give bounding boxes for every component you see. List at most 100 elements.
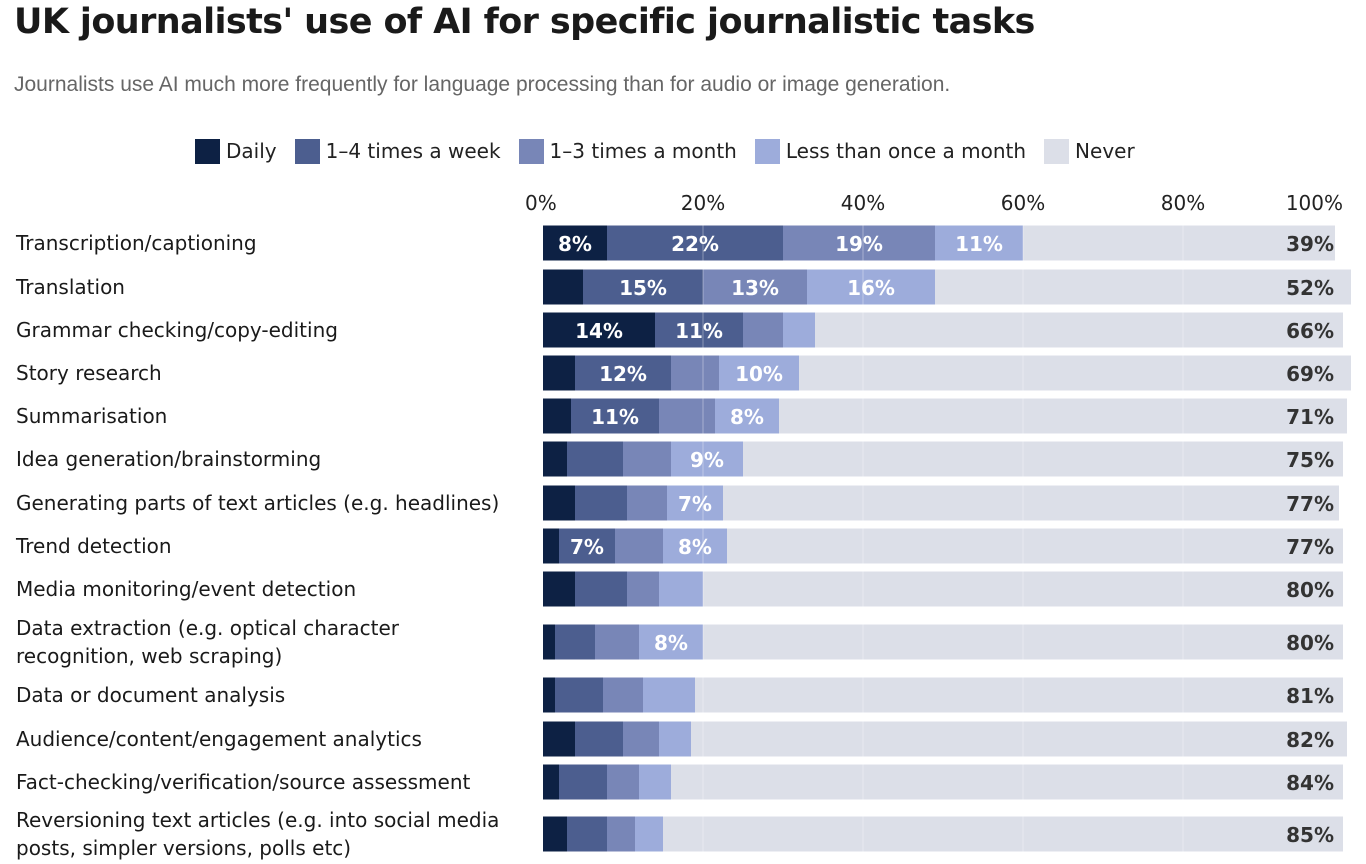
bar-segment-never	[703, 571, 1343, 607]
bar-segment-less-than-once-a-month	[659, 721, 691, 757]
bar-segment-1-4-times-a-week	[555, 677, 603, 713]
bar-segment-daily	[543, 355, 575, 391]
x-tick-label: 60%	[1001, 191, 1045, 215]
bar-segment-never	[799, 355, 1351, 391]
data-label: 77%	[1286, 535, 1334, 559]
legend-item-1-4-times-a-week: 1–4 times a week	[294, 138, 501, 164]
bar-segment-never	[723, 485, 1339, 521]
legend-item-less-than-once-a-month: Less than once a month	[754, 138, 1027, 164]
data-label: 71%	[1286, 405, 1334, 429]
legend-label: Less than once a month	[785, 139, 1027, 163]
data-label: 80%	[1286, 631, 1334, 655]
bar-segment-less-than-once-a-month	[639, 624, 703, 660]
data-label: 11%	[675, 319, 723, 343]
bar-segment-daily	[543, 312, 655, 348]
bar-segment-1-3-times-a-month	[607, 764, 639, 800]
bar-segment-less-than-once-a-month	[663, 528, 727, 564]
bar-segment-1-3-times-a-month	[659, 398, 715, 434]
bar-segment-1-4-times-a-week	[559, 528, 615, 564]
bar-segment-daily	[543, 528, 559, 564]
legend-swatch	[195, 138, 220, 164]
category-label: Story research	[16, 361, 162, 385]
chart-title: UK journalists' use of AI for specific j…	[14, 2, 1035, 42]
category-label: Idea generation/brainstorming	[16, 447, 321, 471]
bar-segment-never	[671, 764, 1343, 800]
bar-segment-less-than-once-a-month	[659, 571, 703, 607]
bar-segment-1-4-times-a-week	[575, 355, 671, 391]
data-label: 8%	[654, 631, 688, 655]
data-label: 66%	[1286, 319, 1334, 343]
bar-segment-1-4-times-a-week	[607, 225, 783, 261]
data-label: 8%	[730, 405, 764, 429]
data-label: 9%	[690, 448, 724, 472]
bar-segment-1-4-times-a-week	[567, 441, 623, 477]
x-tick-label: 20%	[681, 191, 725, 215]
bar-segment-daily	[543, 571, 575, 607]
bar-segment-daily	[543, 677, 555, 713]
bar-segment-never	[815, 312, 1343, 348]
category-label: Data or document analysis	[16, 683, 285, 707]
data-label: 19%	[835, 232, 883, 256]
legend-label: Never	[1075, 139, 1135, 163]
bar-segment-1-4-times-a-week	[555, 624, 595, 660]
legend-swatch	[518, 138, 544, 164]
data-label: 12%	[599, 362, 647, 386]
bar-segment-1-3-times-a-month	[607, 816, 635, 852]
bar-segment-1-4-times-a-week	[567, 816, 607, 852]
bar-segment-daily	[543, 816, 567, 852]
bar-segment-less-than-once-a-month	[935, 225, 1023, 261]
data-label: 13%	[731, 276, 779, 300]
chart-subtitle: Journalists use AI much more frequently …	[14, 73, 951, 96]
x-tick-label: 80%	[1161, 191, 1205, 215]
bar-segment-1-3-times-a-month	[623, 441, 671, 477]
data-label: 22%	[671, 232, 719, 256]
bar-segment-1-3-times-a-month	[627, 485, 667, 521]
bar-segment-1-4-times-a-week	[575, 571, 627, 607]
bar-segment-1-4-times-a-week	[571, 398, 659, 434]
legend-swatch	[1044, 138, 1070, 164]
legend-item-1-3-times-a-month: 1–3 times a month	[518, 138, 737, 164]
bar-segment-1-3-times-a-month	[627, 571, 659, 607]
category-label: Grammar checking/copy-editing	[16, 318, 338, 342]
bar-segment-never	[691, 721, 1347, 757]
data-label: 7%	[570, 535, 604, 559]
bar-segment-daily	[543, 764, 559, 800]
data-label: 14%	[575, 319, 623, 343]
category-label: Data extraction (e.g. optical character r…	[16, 616, 400, 668]
data-label: 81%	[1286, 684, 1334, 708]
bar-segment-1-4-times-a-week	[655, 312, 743, 348]
category-label: Trend detection	[15, 534, 172, 558]
bar-segment-1-3-times-a-month	[671, 355, 719, 391]
bar-segment-less-than-once-a-month	[715, 398, 779, 434]
data-label: 11%	[955, 232, 1003, 256]
bar-segment-less-than-once-a-month	[635, 816, 663, 852]
category-label: Transcription/captioning	[15, 231, 257, 255]
category-label: Reversioning text articles (e.g. into so…	[16, 808, 499, 860]
bar-segment-daily	[543, 721, 575, 757]
bar-segment-1-4-times-a-week	[575, 485, 627, 521]
bar-segment-daily	[543, 269, 583, 305]
data-label: 85%	[1286, 823, 1334, 847]
bar-segment-1-3-times-a-month	[743, 312, 783, 348]
bar-segment-never	[727, 528, 1343, 564]
x-tick-label: 0%	[525, 191, 557, 215]
category-label: Translation	[15, 275, 125, 299]
data-label: 84%	[1286, 771, 1334, 795]
category-label: Fact-checking/verification/source assess…	[16, 770, 470, 794]
bar-segment-less-than-once-a-month	[783, 312, 815, 348]
data-label: 80%	[1286, 578, 1334, 602]
bar-segment-never	[1023, 225, 1335, 261]
bar-segment-1-3-times-a-month	[783, 225, 935, 261]
data-label: 8%	[558, 232, 592, 256]
x-tick-label: 100%	[1286, 191, 1343, 215]
bar-segment-1-4-times-a-week	[583, 269, 703, 305]
bar-segment-daily	[543, 485, 575, 521]
category-label: Generating parts of text articles (e.g. …	[16, 491, 499, 515]
bar-segment-1-3-times-a-month	[703, 269, 807, 305]
legend-item-never: Never	[1044, 138, 1135, 164]
bar-segment-never	[663, 816, 1343, 852]
legend-item-daily: Daily	[195, 138, 277, 164]
bar-segment-less-than-once-a-month	[667, 485, 723, 521]
category-label: Summarisation	[16, 404, 167, 428]
x-tick-label: 40%	[841, 191, 885, 215]
